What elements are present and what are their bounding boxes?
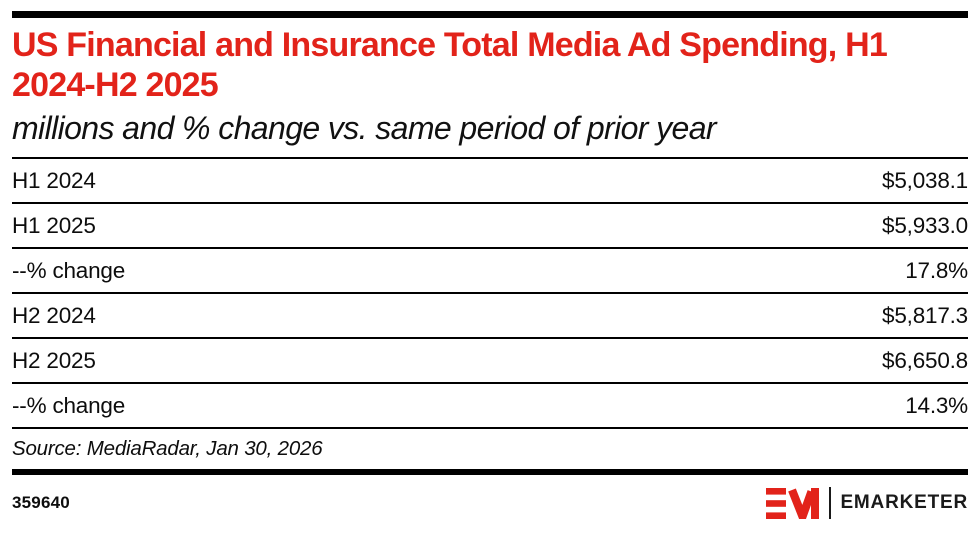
- footer: 359640 EMARKETER: [12, 484, 968, 522]
- emarketer-logo: EMARKETER: [766, 487, 968, 520]
- row-label: H2 2025: [12, 347, 96, 373]
- chart-subtitle: millions and % change vs. same period of…: [12, 110, 717, 147]
- table-row: H1 2024 $5,038.1: [12, 159, 968, 205]
- row-label: H2 2024: [12, 302, 96, 328]
- row-value: $5,817.3: [882, 302, 968, 328]
- table-row: --% change 17.8%: [12, 249, 968, 295]
- logo-divider: [829, 487, 832, 520]
- table-row: --% change 14.3%: [12, 384, 968, 430]
- table-row: H2 2025 $6,650.8: [12, 339, 968, 385]
- row-label: --% change: [12, 257, 126, 283]
- chart-title: US Financial and Insurance Total Media A…: [12, 26, 888, 105]
- data-table: H1 2024 $5,038.1 H1 2025 $5,933.0 --% ch…: [12, 157, 968, 430]
- brand-name: EMARKETER: [840, 492, 968, 514]
- row-value: $5,933.0: [882, 212, 968, 238]
- table-row: H1 2025 $5,933.0: [12, 204, 968, 250]
- row-value: 17.8%: [905, 257, 968, 283]
- emarketer-mark-icon: [766, 487, 820, 519]
- row-label: --% change: [12, 392, 126, 418]
- bottom-rule: [12, 469, 968, 476]
- top-rule: [12, 11, 968, 18]
- row-value: 14.3%: [905, 392, 968, 418]
- row-label: H1 2025: [12, 212, 96, 238]
- row-label: H1 2024: [12, 167, 96, 193]
- table-row: H2 2024 $5,817.3: [12, 294, 968, 340]
- row-value: $6,650.8: [882, 347, 968, 373]
- chart-id: 359640: [12, 493, 70, 513]
- source-note: Source: MediaRadar, Jan 30, 2026: [12, 437, 323, 461]
- row-value: $5,038.1: [882, 167, 968, 193]
